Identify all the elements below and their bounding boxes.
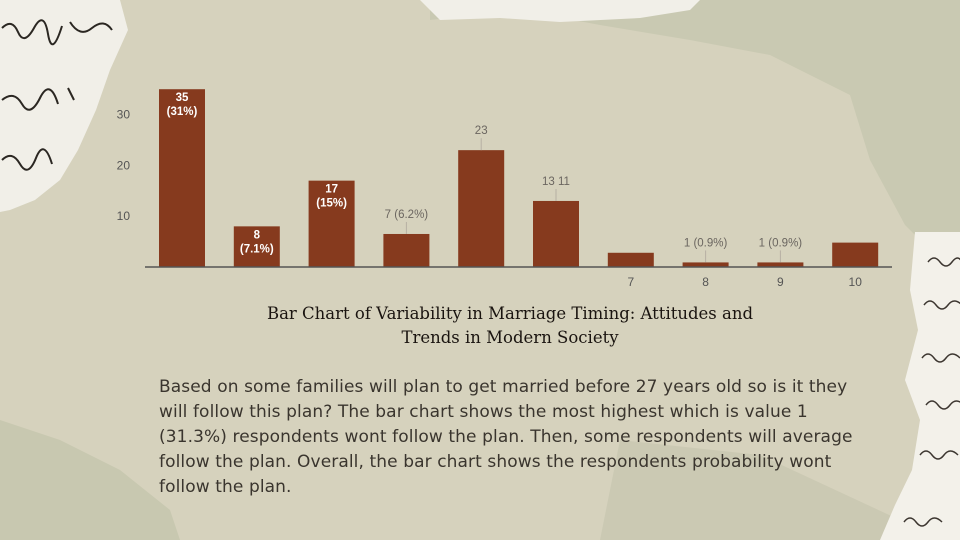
data-label: (15%) (316, 198, 347, 210)
y-tick-label: 10 (117, 209, 131, 223)
bar (233, 226, 280, 267)
x-tick-label: 7 (627, 275, 634, 289)
data-label: 23 (475, 125, 488, 137)
bar-chart: 10 20 30 35 (31%) 8 (7.1%) 17 (15%) 7 (6.2%) 23 13 … (117, 89, 892, 289)
x-tick-label: 10 (849, 275, 863, 289)
data-label: 8 (254, 229, 261, 241)
bar (607, 252, 654, 267)
bar (832, 242, 879, 267)
chart-title-line-2: Trends in Modern Society (401, 328, 619, 347)
data-label: 1 (0.9%) (684, 237, 728, 249)
description-paragraph: Based on some families will plan to get … (159, 377, 853, 497)
bar (308, 180, 355, 267)
chart-title: Bar Chart of Variability in Marriage Tim… (200, 302, 820, 350)
data-label: 13 11 (542, 176, 570, 188)
data-label: 35 (176, 92, 189, 104)
handwriting-decoration (1, 19, 113, 171)
data-label: 1 (0.9%) (759, 237, 803, 249)
bar (533, 200, 579, 267)
data-label: 17 (325, 184, 338, 196)
data-label: 7 (6.2%) (385, 209, 429, 221)
data-label: (31%) (167, 106, 198, 118)
bar (757, 262, 804, 267)
x-tick-label: 8 (702, 275, 709, 289)
bar (458, 150, 505, 267)
y-tick-label: 20 (117, 158, 131, 172)
bar (383, 233, 430, 267)
chart-title-line-1: Bar Chart of Variability in Marriage Tim… (266, 304, 754, 323)
bar (159, 89, 205, 267)
y-tick-label: 30 (117, 108, 131, 122)
data-label: (7.1%) (240, 243, 274, 255)
bar (682, 262, 729, 267)
x-tick-label: 9 (777, 275, 784, 289)
